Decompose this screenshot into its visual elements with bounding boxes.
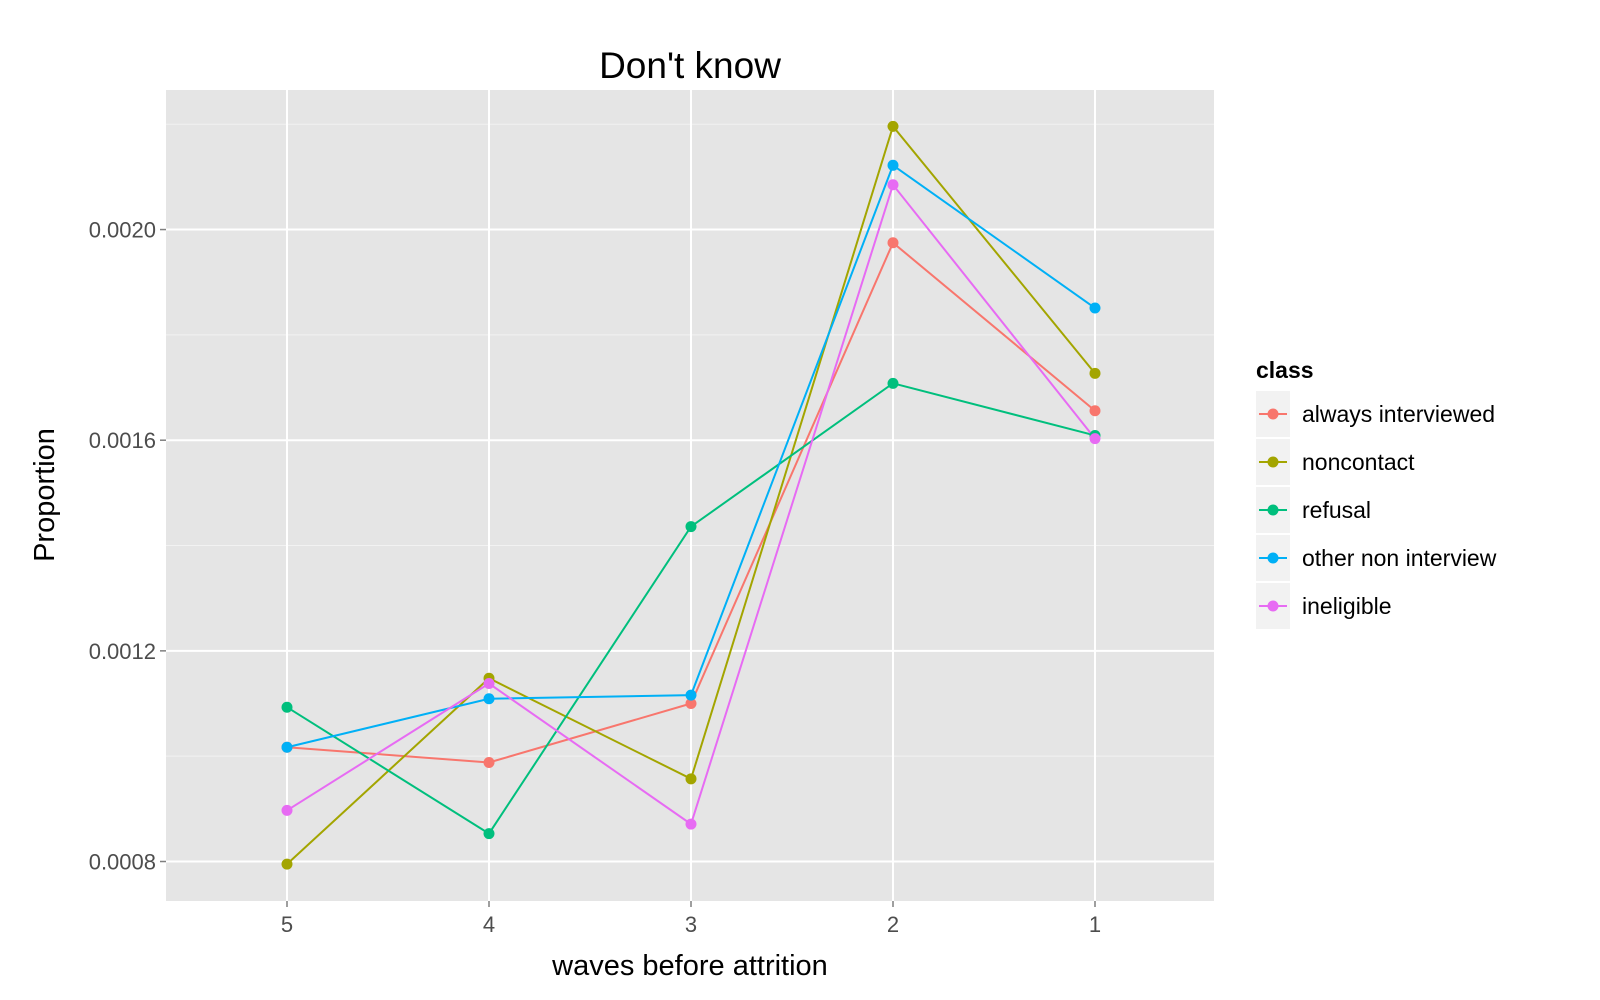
y-axis-title: Proportion <box>29 428 61 562</box>
legend-key-point <box>1267 600 1279 612</box>
y-tick-label: 0.0012 <box>89 639 156 664</box>
legend-label: other non interview <box>1302 545 1497 571</box>
legend-item: refusal <box>1256 487 1371 533</box>
data-point <box>1089 405 1101 417</box>
y-tick-label: 0.0008 <box>89 850 156 875</box>
data-point <box>281 741 293 753</box>
data-point <box>483 756 495 768</box>
y-tick-label: 0.0016 <box>89 428 156 453</box>
legend-title: class <box>1256 357 1314 383</box>
legend-key-point <box>1267 408 1279 420</box>
legend-label: noncontact <box>1302 449 1415 475</box>
data-point <box>281 701 293 713</box>
data-point <box>887 179 899 191</box>
legend-label: refusal <box>1302 497 1371 523</box>
data-point <box>685 818 697 830</box>
legend-key-point <box>1267 552 1279 564</box>
legend-item: ineligible <box>1256 583 1392 629</box>
data-point <box>887 377 899 389</box>
legend-key-point <box>1267 504 1279 516</box>
data-point <box>685 773 697 785</box>
legend-label: always interviewed <box>1302 401 1495 427</box>
x-tick-label: 3 <box>685 912 697 937</box>
x-tick-label: 5 <box>281 912 293 937</box>
x-axis-title: waves before attrition <box>551 950 828 982</box>
data-point <box>1089 302 1101 314</box>
data-point <box>887 237 899 249</box>
data-point <box>483 693 495 705</box>
x-tick-label: 1 <box>1089 912 1101 937</box>
legend-item: always interviewed <box>1256 391 1495 437</box>
data-point <box>281 858 293 870</box>
x-tick-label: 2 <box>887 912 899 937</box>
x-axis-ticks: 5 4 3 2 1 <box>281 901 1101 937</box>
legend-items: always interviewed noncontact refusal other… <box>1256 391 1497 629</box>
data-point <box>887 159 899 171</box>
legend: class always interviewed noncontact refusa… <box>1256 357 1497 629</box>
data-point <box>685 698 697 710</box>
series-layer <box>281 120 1101 870</box>
data-point <box>1089 433 1101 445</box>
data-point <box>281 804 293 816</box>
legend-item: noncontact <box>1256 439 1415 485</box>
legend-item: other non interview <box>1256 535 1497 581</box>
x-tick-label: 4 <box>483 912 495 937</box>
data-point <box>887 120 899 132</box>
legend-label: ineligible <box>1302 593 1392 619</box>
y-tick-label: 0.0020 <box>89 218 156 243</box>
y-axis-ticks: 0.0008 0.0012 0.0016 0.0020 <box>89 218 166 875</box>
data-point <box>1089 367 1101 379</box>
data-point <box>685 521 697 533</box>
legend-key-point <box>1267 456 1279 468</box>
data-point <box>483 678 495 690</box>
data-point <box>483 828 495 840</box>
chart-title: Don't know <box>599 45 781 86</box>
data-point <box>685 689 697 701</box>
